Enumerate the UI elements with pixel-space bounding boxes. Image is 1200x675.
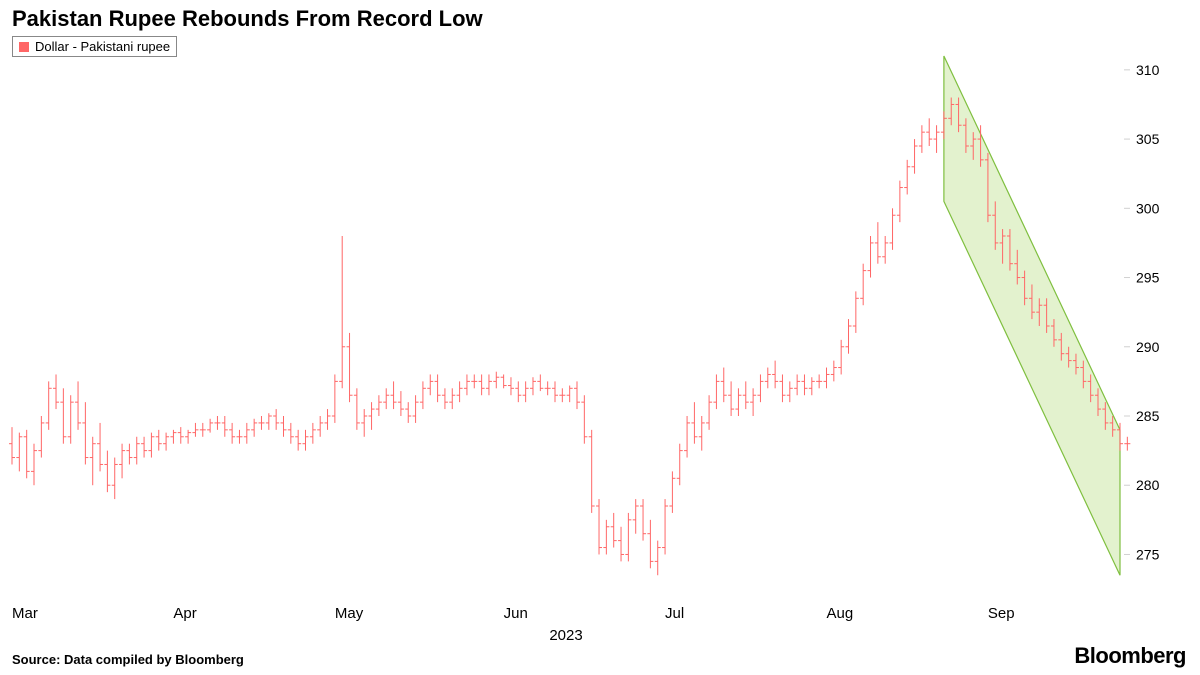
svg-text:280: 280	[1136, 477, 1160, 493]
svg-text:Aug: Aug	[826, 605, 853, 622]
svg-text:Jul: Jul	[665, 605, 684, 622]
svg-text:290: 290	[1136, 339, 1160, 355]
svg-text:305: 305	[1136, 131, 1160, 147]
svg-text:310: 310	[1136, 62, 1160, 78]
svg-text:275: 275	[1136, 546, 1160, 562]
svg-text:Sep: Sep	[988, 605, 1015, 622]
svg-text:285: 285	[1136, 408, 1160, 424]
svg-text:Apr: Apr	[173, 605, 196, 622]
svg-text:May: May	[335, 605, 364, 622]
svg-text:Jun: Jun	[504, 605, 528, 622]
svg-text:300: 300	[1136, 200, 1160, 216]
svg-text:Mar: Mar	[12, 605, 38, 622]
price-chart: 275 280 285 290 295 300 305 310 Mar Apr May Jun Jul A…	[0, 0, 1200, 675]
brand-logo: Bloomberg	[1074, 643, 1186, 669]
source-footer: Source: Data compiled by Bloomberg	[12, 652, 244, 667]
svg-text:295: 295	[1136, 270, 1160, 286]
svg-text:2023: 2023	[549, 627, 582, 644]
